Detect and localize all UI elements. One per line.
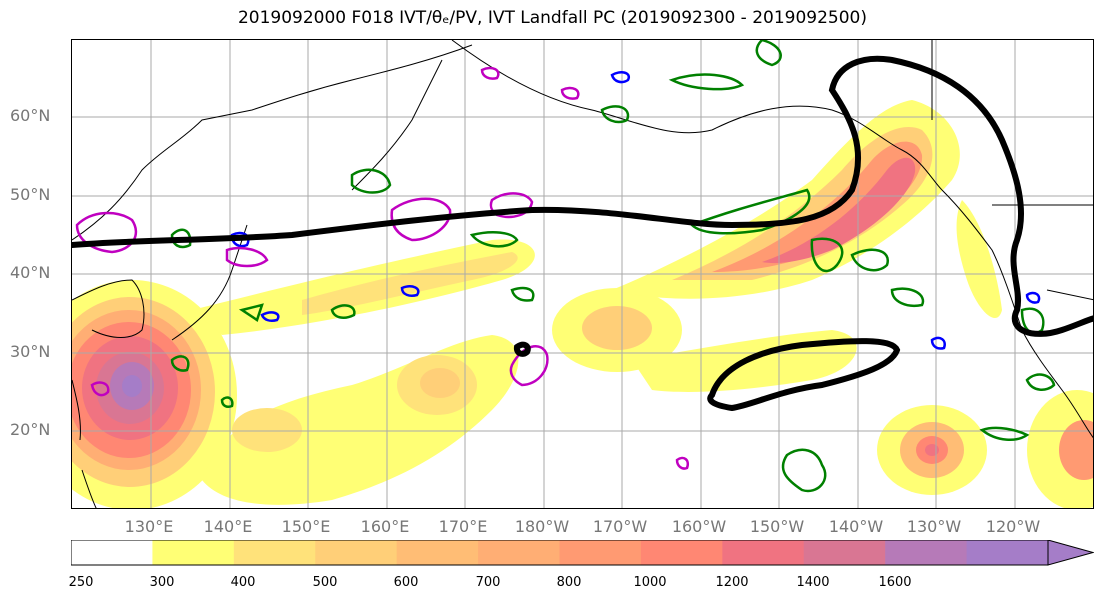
lon-label-170w: 170°W <box>592 517 648 536</box>
cb-label-700: 700 <box>475 575 501 590</box>
cb-label-250: 250 <box>68 575 94 590</box>
colorbar-cell <box>885 540 968 565</box>
cb-label-500: 500 <box>312 575 338 590</box>
cb-label-1600: 1600 <box>878 575 912 590</box>
lon-label-130e: 130°E <box>124 517 174 536</box>
pc-contour-small <box>513 341 531 357</box>
colorbar-cell <box>966 540 1049 565</box>
coastlines <box>72 40 1093 508</box>
lon-label-140w: 140°W <box>828 517 884 536</box>
pv-blue-contours <box>230 71 1041 350</box>
coast-kamchatka <box>351 59 443 191</box>
ivt-landfall-pc-contours <box>72 55 1093 412</box>
lon-label-180w: 180°W <box>514 517 570 536</box>
colorbar-cell <box>233 540 316 565</box>
pc-contour-north <box>72 55 1093 337</box>
pc-contour-south <box>707 338 901 412</box>
border-mexico <box>1046 289 1093 301</box>
ivt-central-pacific-inner <box>582 306 652 350</box>
lon-label-160e: 160°E <box>360 517 410 536</box>
lon-label-150e: 150°E <box>281 517 331 536</box>
coast-korea-china <box>72 279 145 338</box>
ivt-band-japan-inner <box>302 252 518 315</box>
lat-label-40n: 40°N <box>10 263 51 282</box>
lat-label-30n: 30°N <box>10 342 51 361</box>
colorbar-extend-arrow <box>1047 540 1094 566</box>
colorbar-cell <box>640 540 723 565</box>
colorbar-cell <box>71 540 153 565</box>
lon-label-160w: 160°W <box>671 517 727 536</box>
lon-label-140e: 140°E <box>203 517 253 536</box>
theta-e-contours <box>170 40 1056 493</box>
map-canvas <box>72 40 1093 508</box>
ivt-core-165e-inner <box>420 368 460 398</box>
ivt-far-east-inner <box>1059 420 1093 480</box>
ivt-ar-400 <box>672 126 933 280</box>
colorbar-cell <box>396 540 479 565</box>
colorbar-cell <box>559 540 642 565</box>
lon-label-170e: 170°E <box>438 517 488 536</box>
lat-label-20n: 20°N <box>10 420 51 439</box>
colorbar-cell <box>152 540 235 565</box>
ivt-ar-1000 <box>762 157 916 264</box>
ivt-west-coast <box>956 200 1002 319</box>
coast-alaska <box>451 40 943 191</box>
colorbar-cell <box>722 540 805 565</box>
cb-label-1000: 1000 <box>633 575 667 590</box>
cb-label-400: 400 <box>230 575 256 590</box>
lon-label-150w: 150°W <box>749 517 805 536</box>
colorbar-cell <box>803 540 886 565</box>
colorbar-cell <box>315 540 398 565</box>
chart-title: 2019092000 F018 IVT/θₑ/PV, IVT Landfall … <box>237 8 868 28</box>
typhoon-ivt-1600 <box>122 375 142 397</box>
cb-label-1200: 1200 <box>715 575 749 590</box>
cb-label-800: 800 <box>556 575 582 590</box>
ivt-core-145e <box>232 408 302 452</box>
lat-label-50n: 50°N <box>10 185 51 204</box>
coast-philippines-taiwan <box>72 379 97 508</box>
ivt-ar-700 <box>712 141 923 272</box>
map-panel <box>71 39 1094 509</box>
cb-label-600: 600 <box>393 575 419 590</box>
colorbar <box>71 540 1094 566</box>
colorbar-cell <box>478 540 560 565</box>
cb-label-1400: 1400 <box>796 575 830 590</box>
coast-asia <box>72 44 473 241</box>
cb-label-300: 300 <box>149 575 175 590</box>
lon-label-130w: 130°W <box>906 517 962 536</box>
lat-label-60n: 60°N <box>10 106 51 125</box>
ivt-ep-cyclone-1000 <box>925 444 939 456</box>
ivt-shading <box>72 100 1093 508</box>
lon-label-120w: 120°W <box>985 517 1041 536</box>
